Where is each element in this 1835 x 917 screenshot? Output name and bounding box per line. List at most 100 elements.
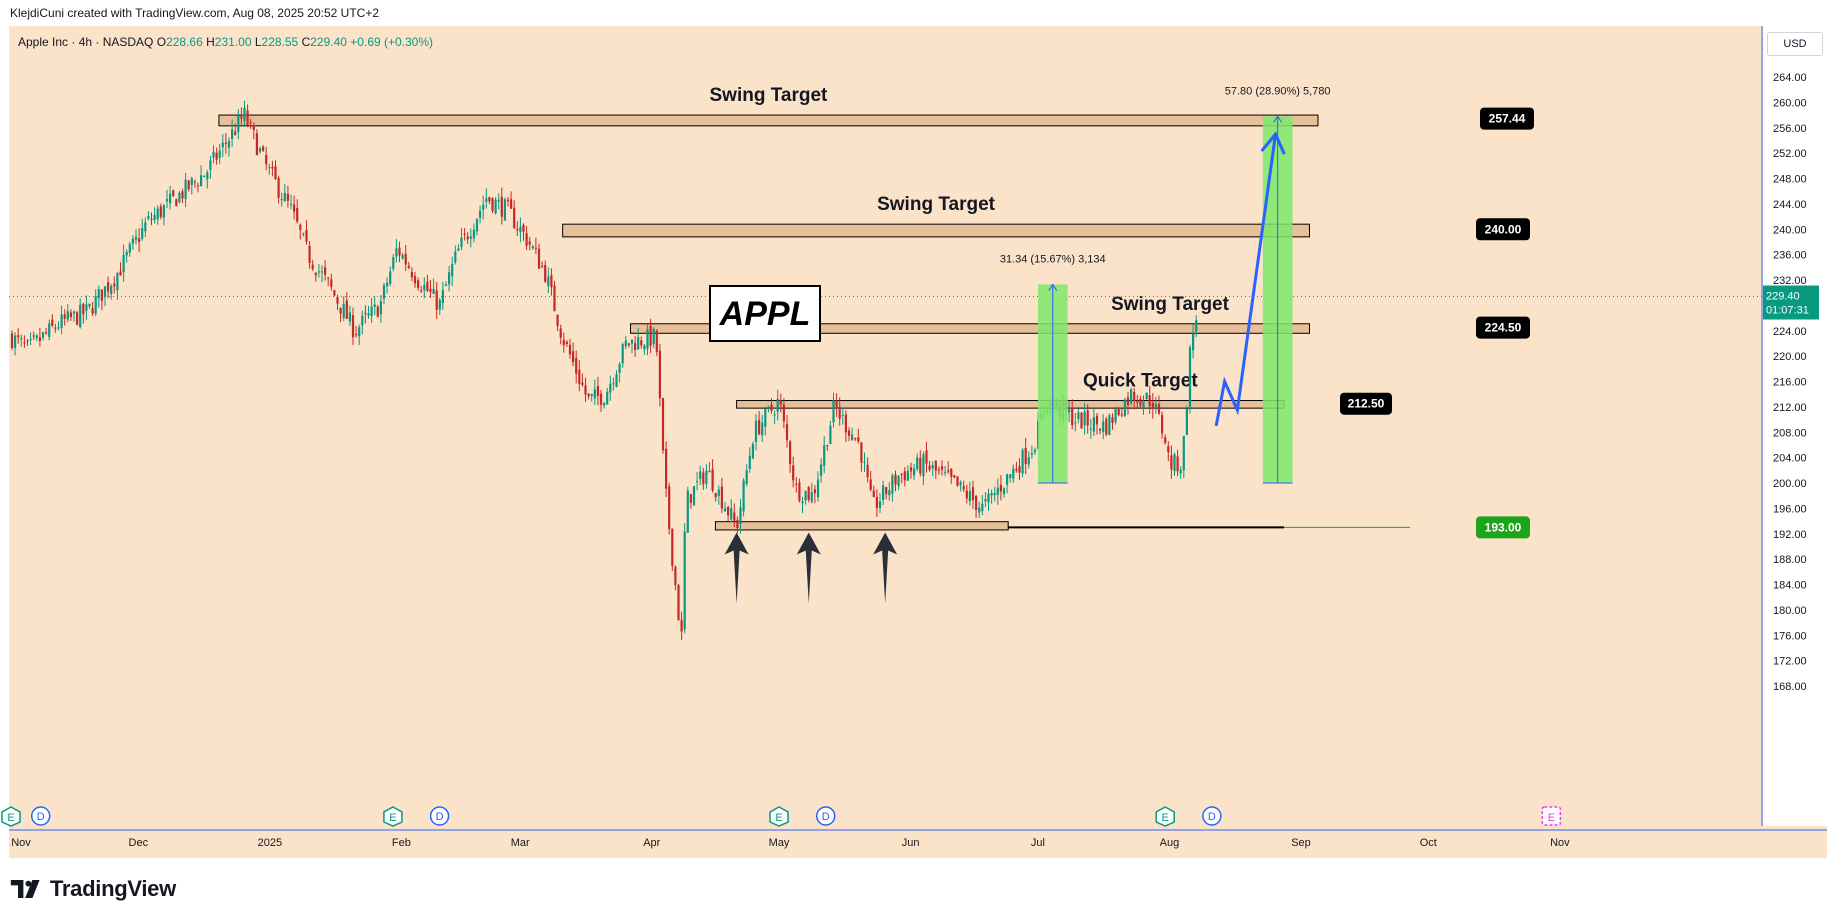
candle-body (184, 179, 187, 200)
candle-body (122, 254, 125, 273)
candle-body (497, 199, 500, 202)
price-tick-label: 220.00 (1773, 351, 1807, 363)
dividend-letter: D (1208, 811, 1216, 823)
candle-body (206, 172, 209, 180)
candle-body (572, 351, 575, 363)
candle-body (296, 207, 299, 222)
earnings-letter: E (7, 812, 14, 824)
candle-body (435, 290, 438, 310)
time-tick-label: 2025 (258, 837, 282, 849)
candle-body (581, 382, 584, 385)
candle-body (1009, 474, 1012, 479)
candle-body (882, 485, 885, 501)
candle-body (668, 486, 671, 530)
candle-body (113, 283, 116, 287)
candle-body (57, 327, 60, 329)
candle-body (720, 486, 723, 509)
candle-body (426, 281, 429, 291)
candle-body (339, 307, 342, 314)
candle-body (249, 122, 252, 124)
candle-body (457, 248, 460, 251)
candle-body (395, 248, 398, 257)
candle-body (215, 152, 218, 160)
price-tick-label: 188.00 (1773, 554, 1807, 566)
candle-body (1133, 392, 1136, 402)
candle-body (330, 279, 333, 287)
zone-label: Swing Target (710, 85, 829, 106)
candle-body (413, 276, 417, 284)
candle-body (624, 340, 627, 347)
overlays-layer: 31.34 (15.67%) 3,134 57.80 (28.90%) 5,780… (1, 85, 1762, 827)
candle-body (792, 465, 795, 481)
candle-body (1173, 454, 1176, 472)
upcoming-earnings-marker: E (1541, 806, 1562, 826)
time-tick-label: Sep (1291, 837, 1311, 849)
candle-body (999, 484, 1002, 492)
candle-body (519, 226, 522, 233)
candle-body (857, 437, 860, 442)
candle-body (730, 508, 733, 520)
attribution-text: KlejdiCuni created with TradingView.com,… (10, 6, 379, 20)
candle-body (227, 140, 231, 148)
candle-body (547, 276, 550, 286)
candle-body (919, 458, 922, 474)
candle-body (553, 285, 556, 312)
candle-body (1077, 412, 1080, 420)
candle-body (246, 110, 249, 125)
time-tick-label: May (769, 837, 790, 849)
price-tick-label: 232.00 (1773, 275, 1807, 287)
candle-body (1192, 333, 1195, 351)
dividend-marker: D (1202, 806, 1222, 826)
candle-body (711, 469, 714, 491)
price-tick-label: 200.00 (1773, 478, 1807, 490)
dividend-icon (429, 806, 450, 826)
candle-body (125, 251, 128, 256)
price-label-text: 212.50 (1348, 397, 1385, 411)
candle-body (615, 374, 618, 387)
price-tick-label: 212.00 (1773, 402, 1807, 414)
candle-body (959, 481, 962, 486)
measure-label: 31.34 (15.67%) 3,134 (1000, 253, 1106, 265)
price-label-text: 240.00 (1485, 222, 1522, 236)
candle-body (993, 493, 996, 496)
candle-body (491, 198, 494, 211)
candle-body (996, 487, 999, 496)
candle-body (1188, 347, 1192, 407)
candle-body (382, 285, 386, 299)
dividend-letter: D (822, 811, 830, 823)
earnings-icon (383, 806, 403, 827)
close-value: 229.40 (310, 35, 347, 49)
time-tick-label: Nov (11, 837, 31, 849)
candle-body (302, 233, 305, 235)
candle-body (674, 566, 677, 586)
currency-selector[interactable]: USD (1767, 32, 1823, 56)
price-tick-label: 176.00 (1773, 630, 1807, 642)
candle-body (975, 496, 978, 510)
candle-body (1092, 417, 1095, 432)
candle-body (488, 197, 491, 202)
price-tick-label: 244.00 (1773, 199, 1807, 211)
candle-body (1195, 320, 1198, 332)
tradingview-logo[interactable]: TradingView (10, 876, 176, 902)
candle-body (637, 337, 640, 350)
candle-body (355, 334, 358, 336)
candle-body (981, 503, 984, 512)
candle-body (441, 289, 444, 303)
candle-body (984, 499, 987, 502)
price-tick-label: 208.00 (1773, 427, 1807, 439)
chart-area[interactable] (9, 26, 1827, 858)
candle-body (1114, 409, 1117, 422)
candle-body (556, 314, 559, 326)
candle-body (606, 391, 609, 405)
candle-body (785, 424, 789, 441)
candle-body (417, 280, 420, 288)
candle-body (41, 332, 45, 338)
candle-body (1185, 408, 1188, 435)
candle-body (38, 337, 41, 342)
dividend-marker: D (429, 806, 450, 826)
candle-body (311, 264, 314, 269)
candle-body (875, 496, 878, 509)
candle-body (116, 273, 119, 291)
candle-body (937, 469, 940, 471)
